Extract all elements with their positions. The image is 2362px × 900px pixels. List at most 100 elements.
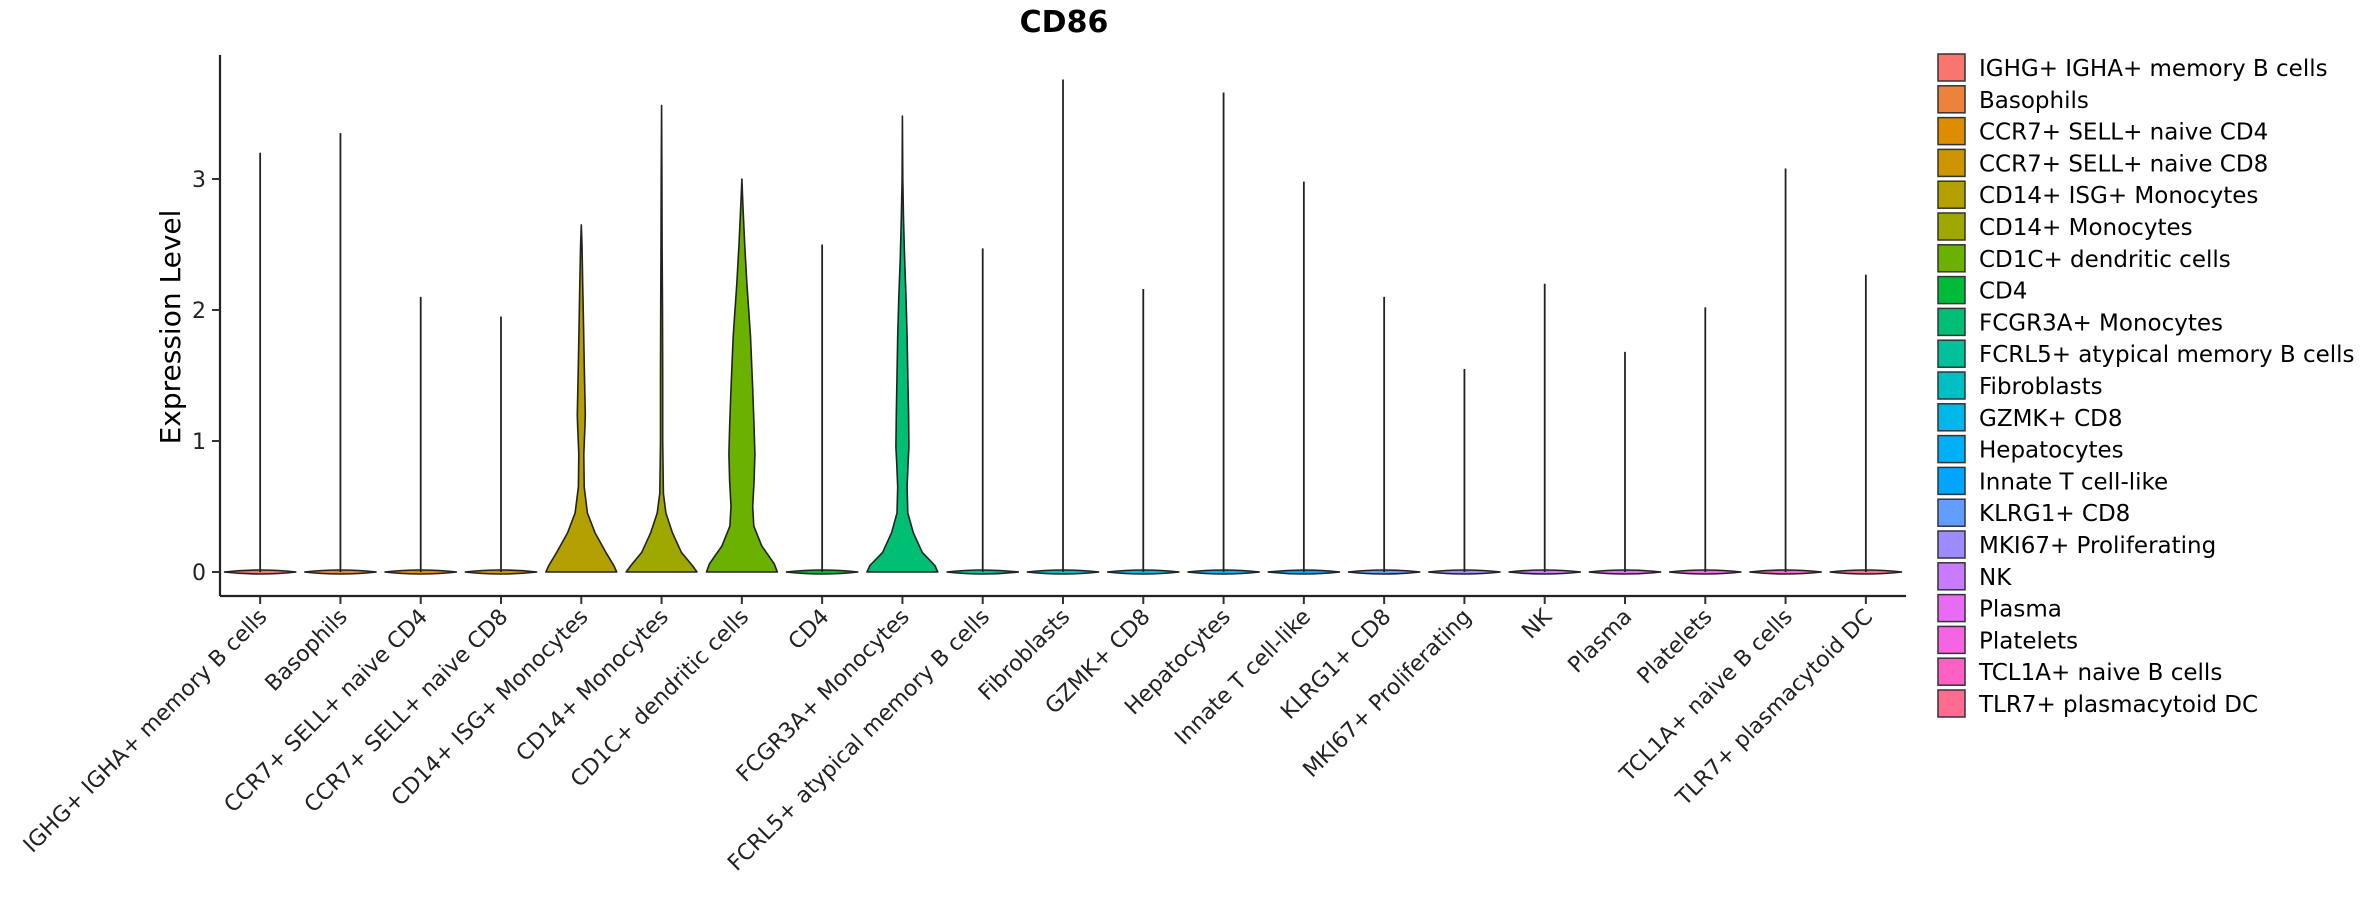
- violin-group: [545, 224, 618, 573]
- legend-label: Basophils: [1979, 88, 2089, 114]
- violin-group: [1749, 168, 1822, 575]
- legend-item: CCR7+ SELL+ naive CD4: [1937, 116, 2268, 146]
- chart-title: CD86: [1020, 5, 1109, 40]
- legend-swatch: [1937, 244, 1966, 273]
- violin-group: [1267, 181, 1341, 575]
- legend-label: CD1C+ dendritic cells: [1979, 247, 2231, 273]
- legend-label: CCR7+ SELL+ naive CD8: [1979, 151, 2268, 177]
- legend-label: CD14+ ISG+ Monocytes: [1979, 183, 2258, 209]
- y-tick-label: 3: [192, 168, 206, 193]
- legend-label: Innate T cell-like: [1979, 469, 2168, 495]
- legend-item: TLR7+ plasmacytoid DC: [1937, 689, 2258, 718]
- axes-layer: IGHG+ IGHA+ memory B cellsBasophilsCCR7+…: [19, 55, 1906, 876]
- legend-item: TCL1A+ naive B cells: [1937, 657, 2222, 686]
- violin-shape: [625, 104, 698, 573]
- legend-swatch: [1937, 593, 1966, 623]
- legend-label: Platelets: [1979, 628, 2078, 654]
- violin-group: [625, 104, 698, 573]
- violin-group: [946, 248, 1019, 575]
- legend-swatch: [1937, 562, 1966, 591]
- legend-swatch: [1937, 530, 1966, 559]
- legend-item: MKI67+ Proliferating: [1937, 530, 2216, 559]
- legend-swatch: [1937, 85, 1966, 114]
- violin-group: [1428, 368, 1501, 575]
- y-axis-title: Expression Level: [154, 210, 187, 445]
- legend-item: CCR7+ SELL+ naive CD8: [1937, 148, 2268, 178]
- legend-swatch: [1937, 180, 1966, 209]
- legend-label: KLRG1+ CD8: [1979, 501, 2130, 527]
- legend-label: CD4: [1979, 279, 2027, 305]
- legend: IGHG+ IGHA+ memory B cells Basophils CCR7+…: [1937, 53, 2355, 718]
- violins-layer: [223, 79, 1903, 575]
- legend-label: Fibroblasts: [1979, 374, 2103, 400]
- legend-swatch: [1937, 212, 1966, 241]
- x-tick-label: MKI67+ Proliferating: [1299, 605, 1477, 783]
- violin-group: [866, 115, 939, 573]
- y-tick-label: 0: [192, 561, 206, 586]
- legend-item: NK: [1937, 562, 2012, 591]
- legend-label: MKI67+ Proliferating: [1979, 533, 2216, 559]
- legend-item: FCGR3A+ Monocytes: [1937, 307, 2223, 337]
- x-tick-label: NK: [1517, 604, 1557, 644]
- legend-swatch: [1937, 466, 1966, 496]
- x-tick-label: Plasma: [1564, 605, 1638, 679]
- y-tick-label: 2: [192, 299, 206, 324]
- legend-label: IGHG+ IGHA+ memory B cells: [1979, 56, 2328, 82]
- legend-label: Plasma: [1979, 597, 2062, 623]
- legend-label: FCRL5+ atypical memory B cells: [1979, 342, 2355, 368]
- violin-group: [785, 244, 859, 575]
- violin-group: [1508, 283, 1581, 575]
- violin-group: [384, 296, 457, 575]
- legend-swatch: [1937, 339, 1966, 368]
- legend-item: KLRG1+ CD8: [1937, 498, 2130, 527]
- violin-group: [1187, 92, 1260, 575]
- legend-swatch: [1937, 657, 1966, 686]
- legend-label: CCR7+ SELL+ naive CD4: [1979, 120, 2268, 146]
- legend-swatch: [1937, 403, 1966, 432]
- legend-swatch: [1937, 116, 1966, 146]
- legend-label: CD14+ Monocytes: [1979, 215, 2193, 241]
- legend-swatch: [1937, 689, 1966, 718]
- legend-item: Basophils: [1937, 85, 2089, 114]
- violin-group: [223, 152, 297, 575]
- x-tick-label: Innate T cell-like: [1170, 605, 1316, 751]
- violin-group: [1347, 296, 1421, 575]
- legend-item: Platelets: [1937, 625, 2078, 655]
- legend-label: FCGR3A+ Monocytes: [1979, 310, 2223, 336]
- legend-swatch: [1937, 148, 1966, 178]
- legend-item: CD4: [1937, 275, 2027, 305]
- violin-shape: [866, 115, 939, 573]
- legend-label: TCL1A+ naive B cells: [1978, 660, 2222, 686]
- x-tick-label: CD4: [784, 605, 834, 655]
- x-tick-label: Platelets: [1633, 605, 1718, 690]
- legend-item: Hepatocytes: [1937, 434, 2124, 464]
- legend-item: CD1C+ dendritic cells: [1937, 244, 2231, 273]
- legend-label: GZMK+ CD8: [1979, 406, 2123, 432]
- legend-item: FCRL5+ atypical memory B cells: [1937, 339, 2355, 368]
- legend-swatch: [1937, 625, 1966, 655]
- violin-group: [1588, 351, 1662, 575]
- violin-shape: [705, 178, 779, 573]
- violin-group: [705, 178, 779, 573]
- legend-swatch: [1937, 498, 1966, 527]
- x-tick-label: IGHG+ IGHA+ memory B cells: [19, 605, 272, 858]
- legend-item: CD14+ Monocytes: [1937, 212, 2193, 241]
- y-tick-label: 1: [192, 430, 206, 455]
- legend-item: Fibroblasts: [1937, 371, 2103, 400]
- x-tick-label: CD14+ Monocytes: [512, 605, 674, 767]
- legend-swatch: [1937, 275, 1966, 305]
- legend-label: Hepatocytes: [1979, 438, 2124, 464]
- legend-item: Plasma: [1937, 593, 2062, 623]
- violin-group: [1107, 289, 1180, 575]
- violin-shape: [545, 224, 618, 573]
- legend-item: CD14+ ISG+ Monocytes: [1937, 180, 2258, 209]
- legend-swatch: [1937, 434, 1966, 464]
- legend-item: Innate T cell-like: [1937, 466, 2168, 496]
- violin-group: [1026, 79, 1100, 575]
- violin-group: [304, 133, 377, 575]
- legend-swatch: [1937, 371, 1966, 400]
- legend-item: GZMK+ CD8: [1937, 403, 2123, 432]
- legend-label: TLR7+ plasmacytoid DC: [1978, 692, 2258, 718]
- legend-swatch: [1937, 307, 1966, 337]
